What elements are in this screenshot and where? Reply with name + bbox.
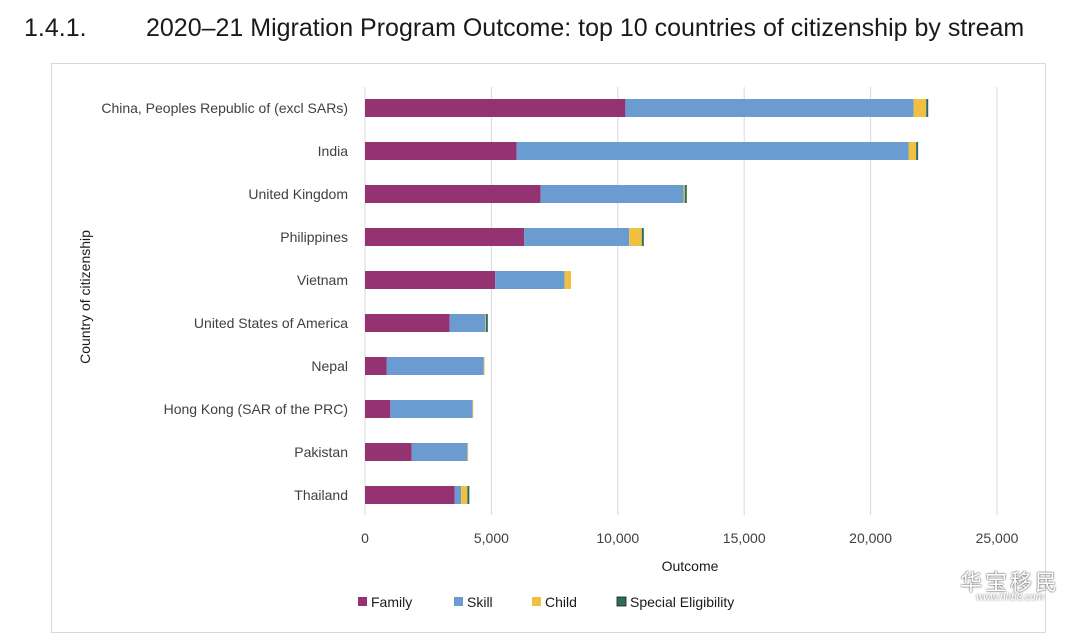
legend-swatch-special-eligibility: [616, 596, 627, 607]
bar-skill-united-states-of-america: [449, 314, 486, 332]
bar-child-pakistan: [467, 443, 469, 461]
bar-child-india: [908, 142, 917, 160]
bar-skill-philippines: [524, 228, 630, 246]
bar-family-vietnam: [365, 271, 496, 289]
legend-swatch-child: [532, 597, 541, 606]
legend-swatch-family: [358, 597, 367, 606]
section-heading: 1.4.1. 2020–21 Migration Program Outcome…: [24, 10, 1080, 46]
bar-skill-hong-kong-sar-of-the-prc: [390, 400, 473, 418]
y-tick-label: Vietnam: [297, 272, 348, 288]
legend-swatch-skill: [454, 597, 463, 606]
x-tick-label: 25,000: [976, 530, 1019, 546]
bar-special-eligibility-philippines: [641, 228, 644, 246]
bar-family-united-states-of-america: [365, 314, 450, 332]
bar-skill-thailand: [454, 486, 462, 504]
y-tick-label: United Kingdom: [248, 186, 348, 202]
x-tick-label: 15,000: [723, 530, 766, 546]
bar-skill-india: [516, 142, 909, 160]
bar-child-nepal: [483, 357, 485, 375]
bar-family-china-peoples-republic-of-excl-sars: [365, 99, 626, 117]
bar-family-india: [365, 142, 517, 160]
x-tick-label: 10,000: [596, 530, 639, 546]
legend-label-child: Child: [545, 594, 577, 610]
x-tick-label: 5,000: [474, 530, 509, 546]
bar-special-eligibility-united-states-of-america: [485, 314, 488, 332]
bar-child-philippines: [629, 228, 642, 246]
y-tick-label: Philippines: [280, 229, 348, 245]
y-tick-label: Thailand: [294, 487, 348, 503]
y-tick-labels: China, Peoples Republic of (excl SARs) In…: [101, 100, 348, 503]
bar-skill-vietnam: [495, 271, 565, 289]
bar-family-hong-kong-sar-of-the-prc: [365, 400, 391, 418]
bar-family-thailand: [365, 486, 455, 504]
bar-child-hong-kong-sar-of-the-prc: [472, 400, 474, 418]
x-tick-label: 0: [361, 530, 369, 546]
bar-special-eligibility-thailand: [467, 486, 470, 504]
y-tick-label: Pakistan: [294, 444, 348, 460]
watermark-logo-text: 华宝移民: [959, 571, 1060, 596]
bar-skill-pakistan: [411, 443, 468, 461]
bar-skill-nepal: [386, 357, 484, 375]
legend-label-skill: Skill: [467, 594, 493, 610]
section-number: 1.4.1.: [24, 14, 87, 42]
bar-special-eligibility-india: [916, 142, 919, 160]
bar-child-china-peoples-republic-of-excl-sars: [913, 99, 927, 117]
watermark-url: www.hhb8.com: [976, 592, 1044, 603]
watermark: 华宝移民 www.hhb8.com: [958, 565, 1062, 603]
bars: [365, 99, 929, 504]
y-tick-label: Hong Kong (SAR of the PRC): [164, 401, 348, 417]
x-tick-labels: 0 5,000 10,000 15,000 20,000 25,000: [361, 530, 1019, 546]
bar-special-eligibility-china-peoples-republic-of-excl-sars: [926, 99, 929, 117]
bar-child-thailand: [461, 486, 468, 504]
y-axis-title: Country of citizenship: [77, 230, 93, 364]
legend-label-special-eligibility: Special Eligibility: [630, 594, 734, 610]
bar-skill-china-peoples-republic-of-excl-sars: [625, 99, 914, 117]
x-axis-title: Outcome: [662, 558, 719, 574]
bar-family-pakistan: [365, 443, 412, 461]
y-tick-label: Nepal: [311, 358, 348, 374]
bar-child-united-kingdom: [683, 185, 685, 203]
bar-skill-united-kingdom: [540, 185, 684, 203]
legend: Family Skill Child Special Eligibility: [358, 594, 734, 610]
bar-child-united-states-of-america: [485, 314, 486, 332]
x-tick-label: 20,000: [849, 530, 892, 546]
y-tick-label: India: [318, 143, 349, 159]
bar-family-philippines: [365, 228, 525, 246]
bar-family-united-kingdom: [365, 185, 541, 203]
chart-title: 2020–21 Migration Program Outcome: top 1…: [146, 14, 1025, 42]
legend-label-family: Family: [371, 594, 412, 610]
y-tick-label: United States of America: [194, 315, 348, 331]
bar-child-vietnam: [564, 271, 572, 289]
y-tick-label: China, Peoples Republic of (excl SARs): [101, 100, 348, 116]
bar-special-eligibility-united-kingdom: [684, 185, 687, 203]
bar-family-nepal: [365, 357, 387, 375]
